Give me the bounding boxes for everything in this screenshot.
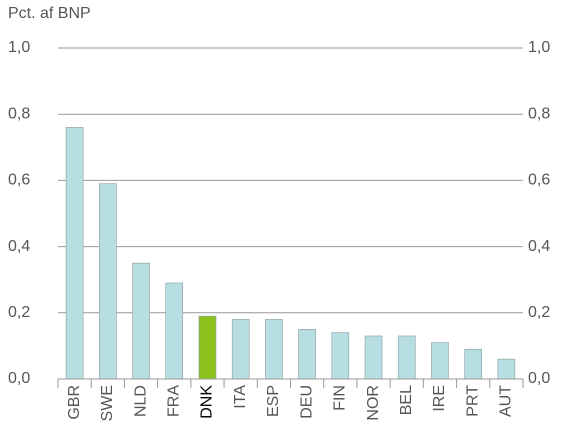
bar — [198, 315, 217, 380]
y2-tick-label: 0,8 — [528, 105, 550, 122]
y2-tick-label: 0,6 — [528, 172, 550, 189]
bar — [298, 329, 316, 380]
bar — [132, 262, 150, 380]
bar — [364, 335, 383, 380]
y2-tick-label: 1,0 — [528, 39, 550, 56]
bar — [431, 342, 449, 380]
y-tick-label: 0,4 — [8, 238, 30, 255]
y2-tick-label: 0,4 — [528, 238, 550, 255]
y-tick-label: 0,8 — [8, 105, 30, 122]
bar — [65, 127, 84, 380]
x-tick-label: IRE — [431, 385, 448, 412]
bar — [397, 335, 416, 380]
x-tick-label: GBR — [66, 385, 83, 420]
chart-title: Pct. af BNP — [8, 5, 91, 22]
x-tick-label: ESP — [265, 385, 282, 417]
x-tick-label: FRA — [165, 385, 182, 417]
x-tick-label: DEU — [298, 385, 315, 419]
x-tick-label: ITA — [232, 385, 249, 409]
y2-tick-label: 0,0 — [528, 370, 550, 387]
bar — [231, 319, 250, 380]
bar — [331, 332, 350, 380]
y-tick-label: 1,0 — [8, 39, 30, 56]
bar — [99, 183, 117, 380]
x-tick-label: PRT — [464, 385, 481, 417]
y-tick-label: 0,0 — [8, 370, 30, 387]
x-tick-label: BEL — [398, 385, 415, 415]
y-tick-label: 0,2 — [8, 304, 30, 321]
bar — [464, 348, 482, 380]
bar — [265, 319, 283, 380]
x-tick-label: NLD — [132, 385, 149, 417]
x-tick-label: FIN — [332, 385, 349, 411]
x-tick-label: SWE — [99, 385, 116, 421]
bar — [497, 358, 516, 380]
bar — [165, 282, 184, 380]
x-tick-label: DNK — [199, 385, 216, 419]
y2-tick-label: 0,2 — [528, 304, 550, 321]
x-tick-label: AUT — [498, 385, 515, 417]
x-tick-label: NOR — [365, 385, 382, 421]
y-tick-label: 0,6 — [8, 172, 30, 189]
